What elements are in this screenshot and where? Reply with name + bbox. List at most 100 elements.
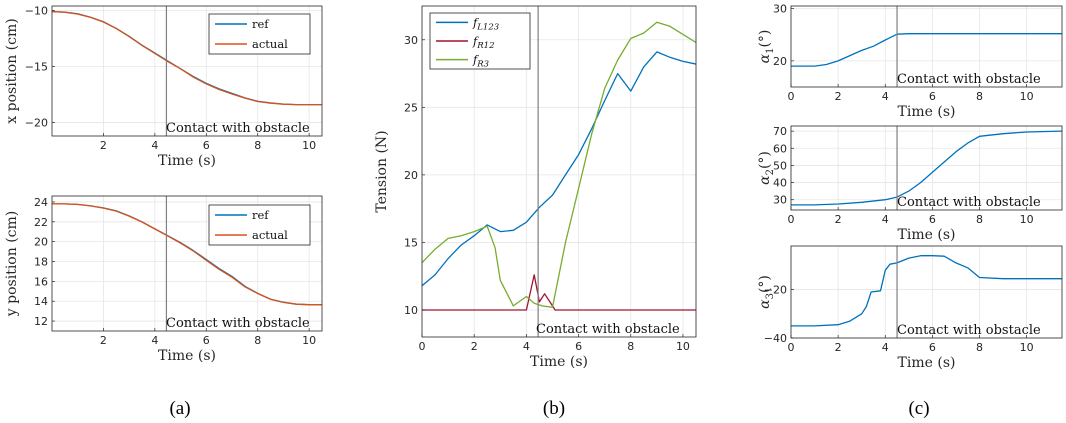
y-tick-label: 12 bbox=[34, 315, 48, 328]
y-tick-label: 30 bbox=[404, 34, 418, 47]
legend: ref actual bbox=[208, 204, 311, 246]
x-tick-label: 0 bbox=[788, 341, 795, 354]
x-tick-label: 8 bbox=[976, 90, 983, 103]
axes-c1: Contact with obstacle 0 2 4 6 8 10 20 30 Time (s)… bbox=[757, 3, 1063, 120]
y-axis-label: x position (cm) bbox=[4, 18, 20, 123]
x-tick-label: 6 bbox=[203, 139, 210, 152]
axes-frame bbox=[790, 125, 1063, 211]
legend-entry: ref bbox=[252, 208, 269, 222]
series-line-series-0 bbox=[791, 33, 1062, 67]
y-axis-label: y position (cm) bbox=[4, 211, 20, 317]
x-tick-label: 0 bbox=[788, 90, 795, 103]
y-tick-label: −15 bbox=[25, 61, 48, 74]
series-line-actual bbox=[52, 10, 322, 106]
x-tick-label: 6 bbox=[203, 334, 210, 347]
x-axis-label: Time (s) bbox=[530, 354, 588, 370]
axes-frame bbox=[790, 5, 1063, 88]
x-axis-label: Time (s) bbox=[158, 153, 216, 169]
contact-annotation: Contact with obstacle bbox=[897, 195, 1041, 210]
x-tick-label: 2 bbox=[835, 90, 842, 103]
y-tick-label: −20 bbox=[25, 117, 48, 130]
x-tick-label: 8 bbox=[976, 213, 983, 226]
legend-box bbox=[208, 13, 311, 55]
contact-annotation: Contact with obstacle bbox=[897, 72, 1041, 87]
x-tick-label: 8 bbox=[627, 340, 634, 353]
axes-b: Contact with obstacle 0 2 4 6 8 10 10 15 20 25 30 Ti… bbox=[374, 5, 697, 370]
x-tick-label: 10 bbox=[1020, 213, 1034, 226]
y-tick-label: 24 bbox=[34, 196, 48, 209]
x-tick-label: 2 bbox=[471, 340, 478, 353]
y-tick-label: 20 bbox=[34, 236, 48, 249]
legend-entry: actual bbox=[252, 228, 288, 242]
legend-entry: fR3 bbox=[472, 53, 489, 70]
series-line-f_R12 bbox=[422, 274, 696, 311]
x-tick-label: 10 bbox=[676, 340, 690, 353]
series-line-f_R3 bbox=[422, 21, 696, 308]
x-tick-label: 2 bbox=[835, 341, 842, 354]
x-tick-label: 10 bbox=[302, 334, 316, 347]
legend: fL123 fR12 fR3 bbox=[429, 12, 531, 70]
x-tick-label: 0 bbox=[788, 213, 795, 226]
series-line-actual bbox=[52, 203, 322, 306]
x-tick-label: 6 bbox=[575, 340, 582, 353]
caption-b: (b) bbox=[543, 398, 565, 419]
x-axis-label: Time (s) bbox=[898, 355, 956, 371]
x-tick-label: 4 bbox=[151, 139, 158, 152]
x-tick-label: 4 bbox=[882, 341, 889, 354]
x-tick-label: 8 bbox=[254, 139, 261, 152]
series-line-series-0 bbox=[791, 255, 1062, 327]
contact-annotation: Contact with obstacle bbox=[166, 121, 310, 136]
y-tick-label: −20 bbox=[764, 284, 787, 297]
y-tick-label: 40 bbox=[773, 177, 787, 190]
axes-c3: Contact with obstacle 0 2 4 6 8 10 −40 −20 Time (… bbox=[757, 245, 1063, 371]
y-tick-label: 16 bbox=[34, 275, 48, 288]
legend-entry: ref bbox=[252, 17, 269, 31]
contact-annotation: Contact with obstacle bbox=[166, 316, 310, 331]
y-tick-label: 25 bbox=[404, 101, 418, 114]
legend-entry: fL123 bbox=[472, 15, 499, 32]
y-tick-label: 14 bbox=[34, 295, 48, 308]
x-tick-label: 2 bbox=[835, 213, 842, 226]
y-tick-label: 60 bbox=[773, 142, 787, 155]
x-tick-label: 2 bbox=[100, 139, 107, 152]
y-axis-label: α2(°) bbox=[757, 151, 776, 185]
y-tick-label: 20 bbox=[404, 169, 418, 182]
x-tick-label: 0 bbox=[419, 340, 426, 353]
y-tick-label: 30 bbox=[773, 194, 787, 207]
x-tick-label: 10 bbox=[302, 139, 316, 152]
contact-annotation: Contact with obstacle bbox=[897, 323, 1041, 338]
caption-a: (a) bbox=[169, 398, 190, 419]
x-tick-label: 4 bbox=[151, 334, 158, 347]
x-tick-label: 8 bbox=[976, 341, 983, 354]
y-tick-label: 30 bbox=[773, 3, 787, 16]
y-tick-label: 50 bbox=[773, 159, 787, 172]
y-axis-label: Tension (N) bbox=[374, 130, 390, 212]
contact-annotation: Contact with obstacle bbox=[536, 322, 680, 337]
series-line-f_L123 bbox=[422, 51, 696, 287]
caption-c: (c) bbox=[908, 398, 929, 419]
y-axis-label: α1(°) bbox=[757, 30, 776, 64]
axes-frame bbox=[421, 5, 697, 338]
y-tick-label: 20 bbox=[773, 55, 787, 68]
x-tick-label: 4 bbox=[882, 213, 889, 226]
y-tick-label: 15 bbox=[404, 236, 418, 249]
x-tick-label: 2 bbox=[100, 334, 107, 347]
x-tick-label: 8 bbox=[254, 334, 261, 347]
y-tick-label: 18 bbox=[34, 256, 48, 269]
y-tick-label: 22 bbox=[34, 216, 48, 229]
x-tick-label: 4 bbox=[523, 340, 530, 353]
series-line-series-0 bbox=[791, 130, 1062, 206]
legend-entry: fR12 bbox=[472, 34, 494, 51]
x-tick-label: 10 bbox=[1020, 90, 1034, 103]
legend: ref actual bbox=[208, 13, 311, 55]
legend-box bbox=[208, 204, 311, 246]
y-tick-label: −40 bbox=[764, 332, 787, 345]
axes-frame bbox=[790, 245, 1063, 339]
x-tick-label: 6 bbox=[929, 341, 936, 354]
x-axis-label: Time (s) bbox=[898, 227, 956, 243]
legend-entry: actual bbox=[252, 37, 288, 51]
axes-c2: Contact with obstacle 0 2 4 6 8 10 30 40 50 60 70 Ti… bbox=[757, 125, 1063, 243]
y-tick-label: −10 bbox=[25, 4, 48, 17]
